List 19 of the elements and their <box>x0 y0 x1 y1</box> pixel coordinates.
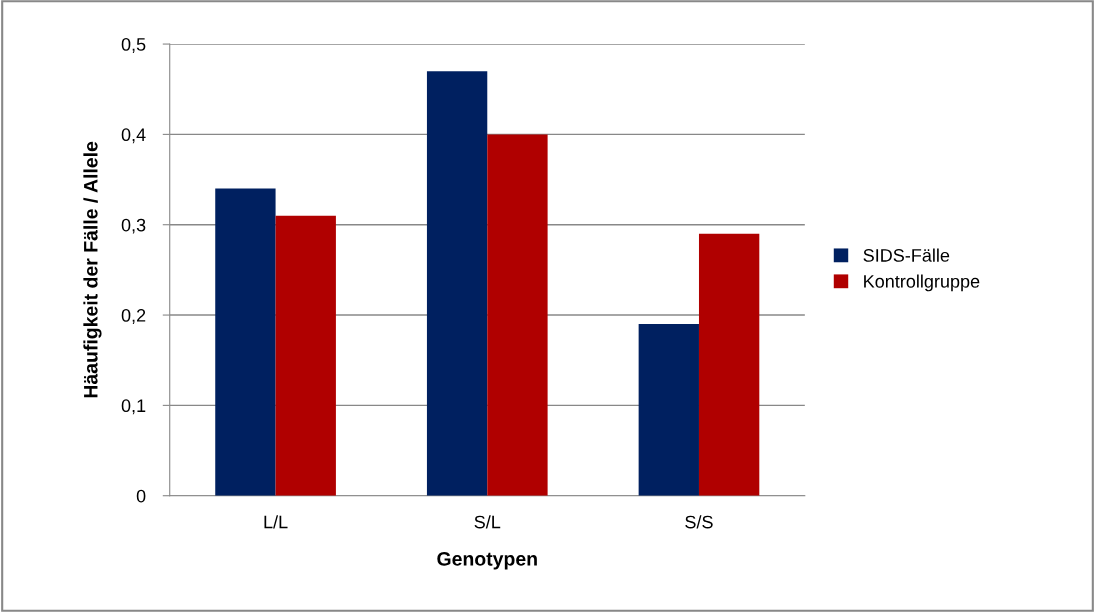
y-tick-label: 0 <box>136 489 146 503</box>
legend-label: Kontrollgruppe <box>864 274 980 292</box>
bar <box>698 233 760 496</box>
bar <box>638 324 699 496</box>
bar <box>487 134 548 496</box>
x-axis-title: Genotypen <box>437 551 537 570</box>
x-tick-label: L/L <box>264 515 288 529</box>
y-tick-label: 0,2 <box>121 308 146 324</box>
y-tick-label: 0,5 <box>121 38 146 53</box>
y-axis-title: Häaufigkeit der Fälle / Allele <box>83 141 102 398</box>
bar <box>215 188 276 496</box>
x-tick-label: S/L <box>474 515 501 529</box>
bar <box>275 215 336 496</box>
y-tick-label: 0,1 <box>121 399 146 415</box>
y-tick-label: 0,3 <box>121 218 146 234</box>
legend-label: SIDS-Fälle <box>863 248 950 262</box>
x-tick-label: S/S <box>685 515 713 529</box>
bar <box>426 71 488 496</box>
y-tick-label: 0,4 <box>121 128 146 144</box>
